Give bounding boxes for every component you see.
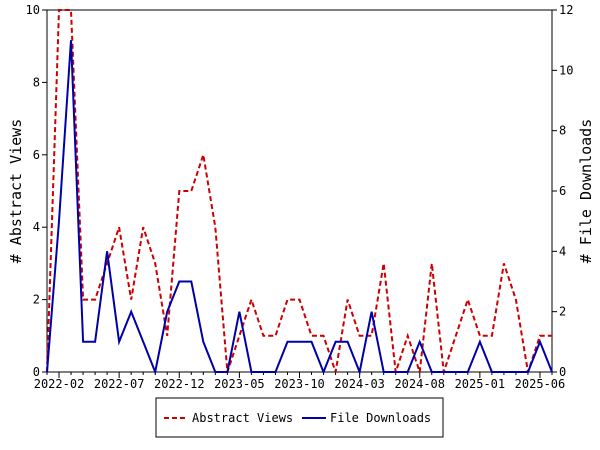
left-y-tick-label: 0	[33, 365, 40, 379]
x-tick-label: 2022-02	[34, 377, 85, 391]
right-y-tick-label: 2	[559, 305, 566, 319]
x-tick-label: 2024-08	[394, 377, 445, 391]
x-tick-label: 2022-07	[94, 377, 145, 391]
plot-area: 0 2 4 6 8 10 0 2 4 6 8 10 12 2022-02 2022-07 2022-12 202…	[26, 3, 574, 391]
plot-frame	[46, 9, 553, 373]
right-y-tick-label: 12	[559, 3, 573, 17]
right-axis-title: # File Downloads	[577, 119, 595, 264]
left-y-tick-label: 6	[33, 148, 40, 162]
x-tick-label: 2024-03	[334, 377, 385, 391]
right-y-tick-label: 8	[559, 124, 566, 138]
x-tick-label: 2022-12	[154, 377, 205, 391]
x-tick-label: 2025-01	[455, 377, 506, 391]
legend-label-file-downloads: File Downloads	[330, 411, 431, 425]
x-tick-label: 2023-10	[274, 377, 325, 391]
left-y-tick-label: 8	[33, 75, 40, 89]
x-tick-label: 2023-05	[214, 377, 265, 391]
left-axis-title: # Abstract Views	[7, 119, 25, 264]
legend: Abstract Views File Downloads	[155, 397, 444, 438]
series-line-file-downloads	[46, 40, 553, 376]
legend-box	[155, 397, 444, 438]
left-y-tick-label: 4	[33, 220, 40, 234]
right-y-tick-label: 10	[559, 63, 573, 77]
legend-label-abstract-views: Abstract Views	[192, 411, 293, 425]
right-y-tick-label: 4	[559, 244, 566, 258]
right-y-tick-label: 6	[559, 184, 566, 198]
left-y-tick-label: 10	[26, 3, 40, 17]
series-line-abstract-views	[46, 9, 552, 373]
right-y-tick-label: 0	[559, 365, 566, 379]
x-tick-label: 2025-06	[515, 377, 566, 391]
left-y-tick-label: 2	[33, 293, 40, 307]
